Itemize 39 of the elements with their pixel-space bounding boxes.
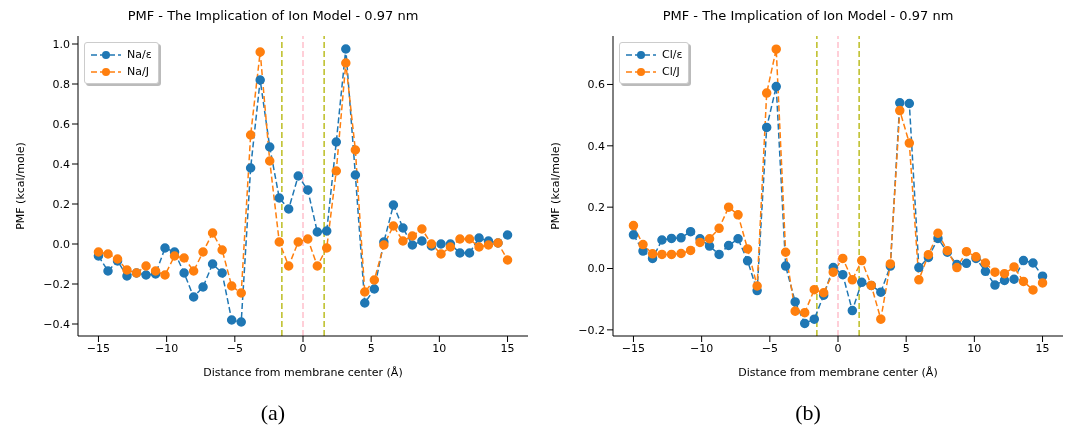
legend-label: Cl/ε <box>662 48 683 61</box>
legend-label: Na/J <box>127 65 149 78</box>
y-tick-label: −0.4 <box>43 317 70 331</box>
y-axis-title: PMF (kcal/mole) <box>548 142 562 230</box>
y-tick-label: 0.2 <box>52 197 70 211</box>
y-tick-label: −0.2 <box>43 277 70 291</box>
text: (a) <box>259 400 287 426</box>
x-tick-label: −15 <box>621 341 646 355</box>
y-tick-label: 0.8 <box>52 77 70 91</box>
x-tick-label: −15 <box>86 341 111 355</box>
x-axis-title: Distance from membrane center (Å) <box>738 366 938 379</box>
y-tick-label: 1.0 <box>52 37 70 51</box>
x-tick-label: 0 <box>299 341 307 355</box>
y-tick-label: −0.2 <box>578 323 605 337</box>
y-tick-label: 0.0 <box>587 262 605 276</box>
x-tick-label: 15 <box>500 341 515 355</box>
chart-title: PMF - The Implication of Ion Model - 0.97 nm <box>126 8 420 25</box>
x-tick-label: 5 <box>902 341 910 355</box>
y-tick-label: 0.6 <box>52 117 70 131</box>
x-tick-label: −5 <box>226 341 243 355</box>
x-tick-label: 5 <box>367 341 375 355</box>
x-tick-label: 15 <box>1035 341 1050 355</box>
x-tick-label: −10 <box>155 341 179 355</box>
legend-label: Na/ε <box>127 48 152 61</box>
text: (b) <box>794 400 822 426</box>
y-tick-label: 0.6 <box>587 78 605 92</box>
y-tick-label: 0.2 <box>587 201 605 215</box>
x-tick-label: 10 <box>432 341 447 355</box>
x-axis-title: Distance from membrane center (Å) <box>203 366 403 379</box>
x-tick-label: 0 <box>834 341 842 355</box>
y-tick-label: 0.4 <box>52 157 70 171</box>
chart-title: PMF - The Implication of Ion Model - 0.97 nm <box>661 8 955 25</box>
y-tick-label: 0.0 <box>52 237 70 251</box>
x-tick-label: −5 <box>761 341 778 355</box>
x-tick-label: 10 <box>967 341 982 355</box>
y-axis-title: PMF (kcal/mole) <box>13 142 27 230</box>
legend-label: Cl/J <box>662 65 680 78</box>
x-tick-label: −10 <box>690 341 714 355</box>
y-tick-label: 0.4 <box>587 139 605 153</box>
